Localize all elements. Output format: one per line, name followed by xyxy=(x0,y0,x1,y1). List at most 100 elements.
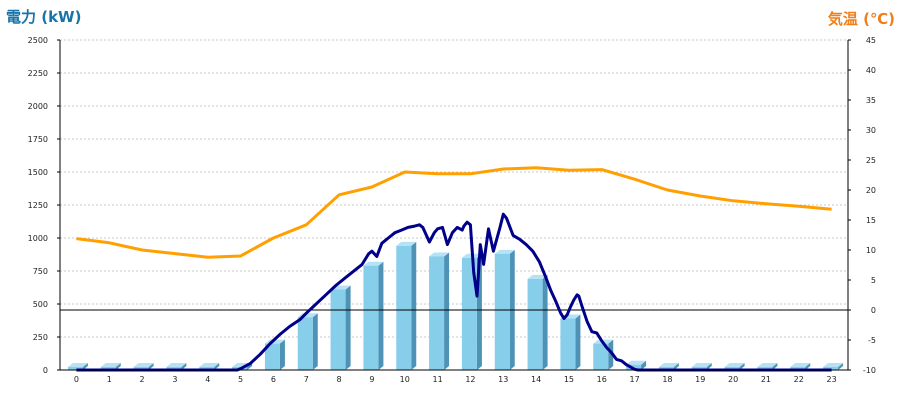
right-tick-label: 15 xyxy=(866,216,876,225)
bar-top xyxy=(429,252,450,257)
bar xyxy=(593,339,614,370)
right-tick-label: -10 xyxy=(863,366,876,375)
temperature-line xyxy=(76,166,832,259)
bar-side xyxy=(312,313,318,370)
bar-side xyxy=(772,363,778,370)
x-tick-label: 11 xyxy=(432,375,442,384)
bar-top xyxy=(199,363,220,367)
right-tick-label: 35 xyxy=(866,96,876,105)
bar-side xyxy=(279,339,285,370)
bar-top xyxy=(626,360,647,365)
gridlines xyxy=(60,39,848,338)
bar-side xyxy=(575,314,581,370)
bar-front xyxy=(429,256,445,370)
left-tick-label: 1250 xyxy=(28,201,48,210)
x-tick-label: 14 xyxy=(531,375,541,384)
bar xyxy=(527,274,548,370)
x-tick-label: 7 xyxy=(304,375,309,384)
bar xyxy=(264,339,285,370)
right-tick-label: 0 xyxy=(871,306,876,315)
left-tick-label: 750 xyxy=(33,267,48,276)
bar-side xyxy=(542,274,548,370)
bar-top xyxy=(757,363,778,367)
bar-top xyxy=(363,261,384,266)
bar-front xyxy=(494,253,510,370)
x-tick-label: 5 xyxy=(238,375,243,384)
bar-side xyxy=(444,252,450,370)
left-tick-label: 250 xyxy=(33,333,48,342)
bar xyxy=(330,285,351,370)
bar-side xyxy=(673,363,679,370)
bar-top xyxy=(724,363,745,367)
left-tick-label: 1500 xyxy=(28,168,48,177)
bar xyxy=(396,241,417,370)
left-tick-label: 2000 xyxy=(28,102,48,111)
right-tick-label: 5 xyxy=(871,276,876,285)
right-tick-label: 30 xyxy=(866,126,876,135)
bar-top xyxy=(133,363,154,367)
x-tick-label: 1 xyxy=(107,375,112,384)
x-tick-label: 22 xyxy=(794,375,804,384)
bar-top xyxy=(790,363,811,367)
power-bars xyxy=(67,241,844,370)
temperature-line-group xyxy=(76,166,832,259)
bar xyxy=(560,314,581,370)
bar-side xyxy=(378,261,384,370)
x-tick-label: 19 xyxy=(695,375,705,384)
left-tick-label: 2250 xyxy=(28,69,48,78)
bar-top xyxy=(823,363,844,367)
bar-front xyxy=(330,289,346,370)
left-tick-label: 1750 xyxy=(28,135,48,144)
bar-top xyxy=(527,274,548,279)
x-tick-label: 12 xyxy=(465,375,475,384)
x-tick-label: 13 xyxy=(498,375,508,384)
bar-top xyxy=(494,249,515,254)
x-tick-label: 4 xyxy=(205,375,210,384)
bar xyxy=(297,313,318,370)
x-tick-label: 20 xyxy=(728,375,738,384)
bar-front xyxy=(461,257,477,370)
bar-side xyxy=(82,363,88,370)
x-tick-labels: 0 1 2 3 4 5 6 7 8 9 10 11 12 13 14 15 16 17 18 19 20 21 22 23 xyxy=(74,375,837,384)
bar-top xyxy=(100,363,121,367)
bar-top xyxy=(658,363,679,367)
x-tick-label: 2 xyxy=(140,375,145,384)
bar-side xyxy=(739,363,745,370)
left-tick-labels: 0 250 500 750 1000 1250 1500 1750 2000 2250 2500 xyxy=(28,36,60,375)
x-tick-label: 21 xyxy=(761,375,771,384)
bar-front xyxy=(297,317,313,370)
bar-front xyxy=(593,343,609,370)
right-tick-label: 40 xyxy=(866,66,876,75)
bar xyxy=(363,261,384,370)
x-tick-label: 23 xyxy=(826,375,836,384)
bar-top xyxy=(67,363,88,367)
right-axis-title: 気温 (℃) xyxy=(828,10,895,28)
right-tick-labels: -10 -5 0 5 10 15 20 25 30 35 40 45 xyxy=(848,36,876,375)
bar-side xyxy=(706,363,712,370)
x-tick-label: 6 xyxy=(271,375,276,384)
bar-front xyxy=(264,343,280,370)
left-tick-label: 1000 xyxy=(28,234,48,243)
bar-top xyxy=(396,241,417,246)
x-tick-label: 9 xyxy=(369,375,374,384)
bar-front xyxy=(363,265,379,370)
power-line-group xyxy=(76,212,832,372)
x-tick-label: 0 xyxy=(74,375,79,384)
right-tick-label: 10 xyxy=(866,246,876,255)
bar-front xyxy=(396,245,412,370)
right-tick-label: 25 xyxy=(866,156,876,165)
bar-front xyxy=(527,278,543,370)
bar-side xyxy=(608,339,614,370)
x-tick-label: 8 xyxy=(337,375,342,384)
x-tick-label: 10 xyxy=(400,375,410,384)
bar-front xyxy=(67,367,83,370)
bar-top xyxy=(691,363,712,367)
bar-side xyxy=(641,360,647,370)
bar-side xyxy=(411,241,417,370)
bar-top xyxy=(166,363,187,367)
left-tick-label: 500 xyxy=(33,300,48,309)
left-axis-title: 電力 (kW) xyxy=(6,8,81,26)
x-tick-label: 16 xyxy=(597,375,607,384)
left-tick-label: 2500 xyxy=(28,36,48,45)
bar-side xyxy=(148,363,154,370)
